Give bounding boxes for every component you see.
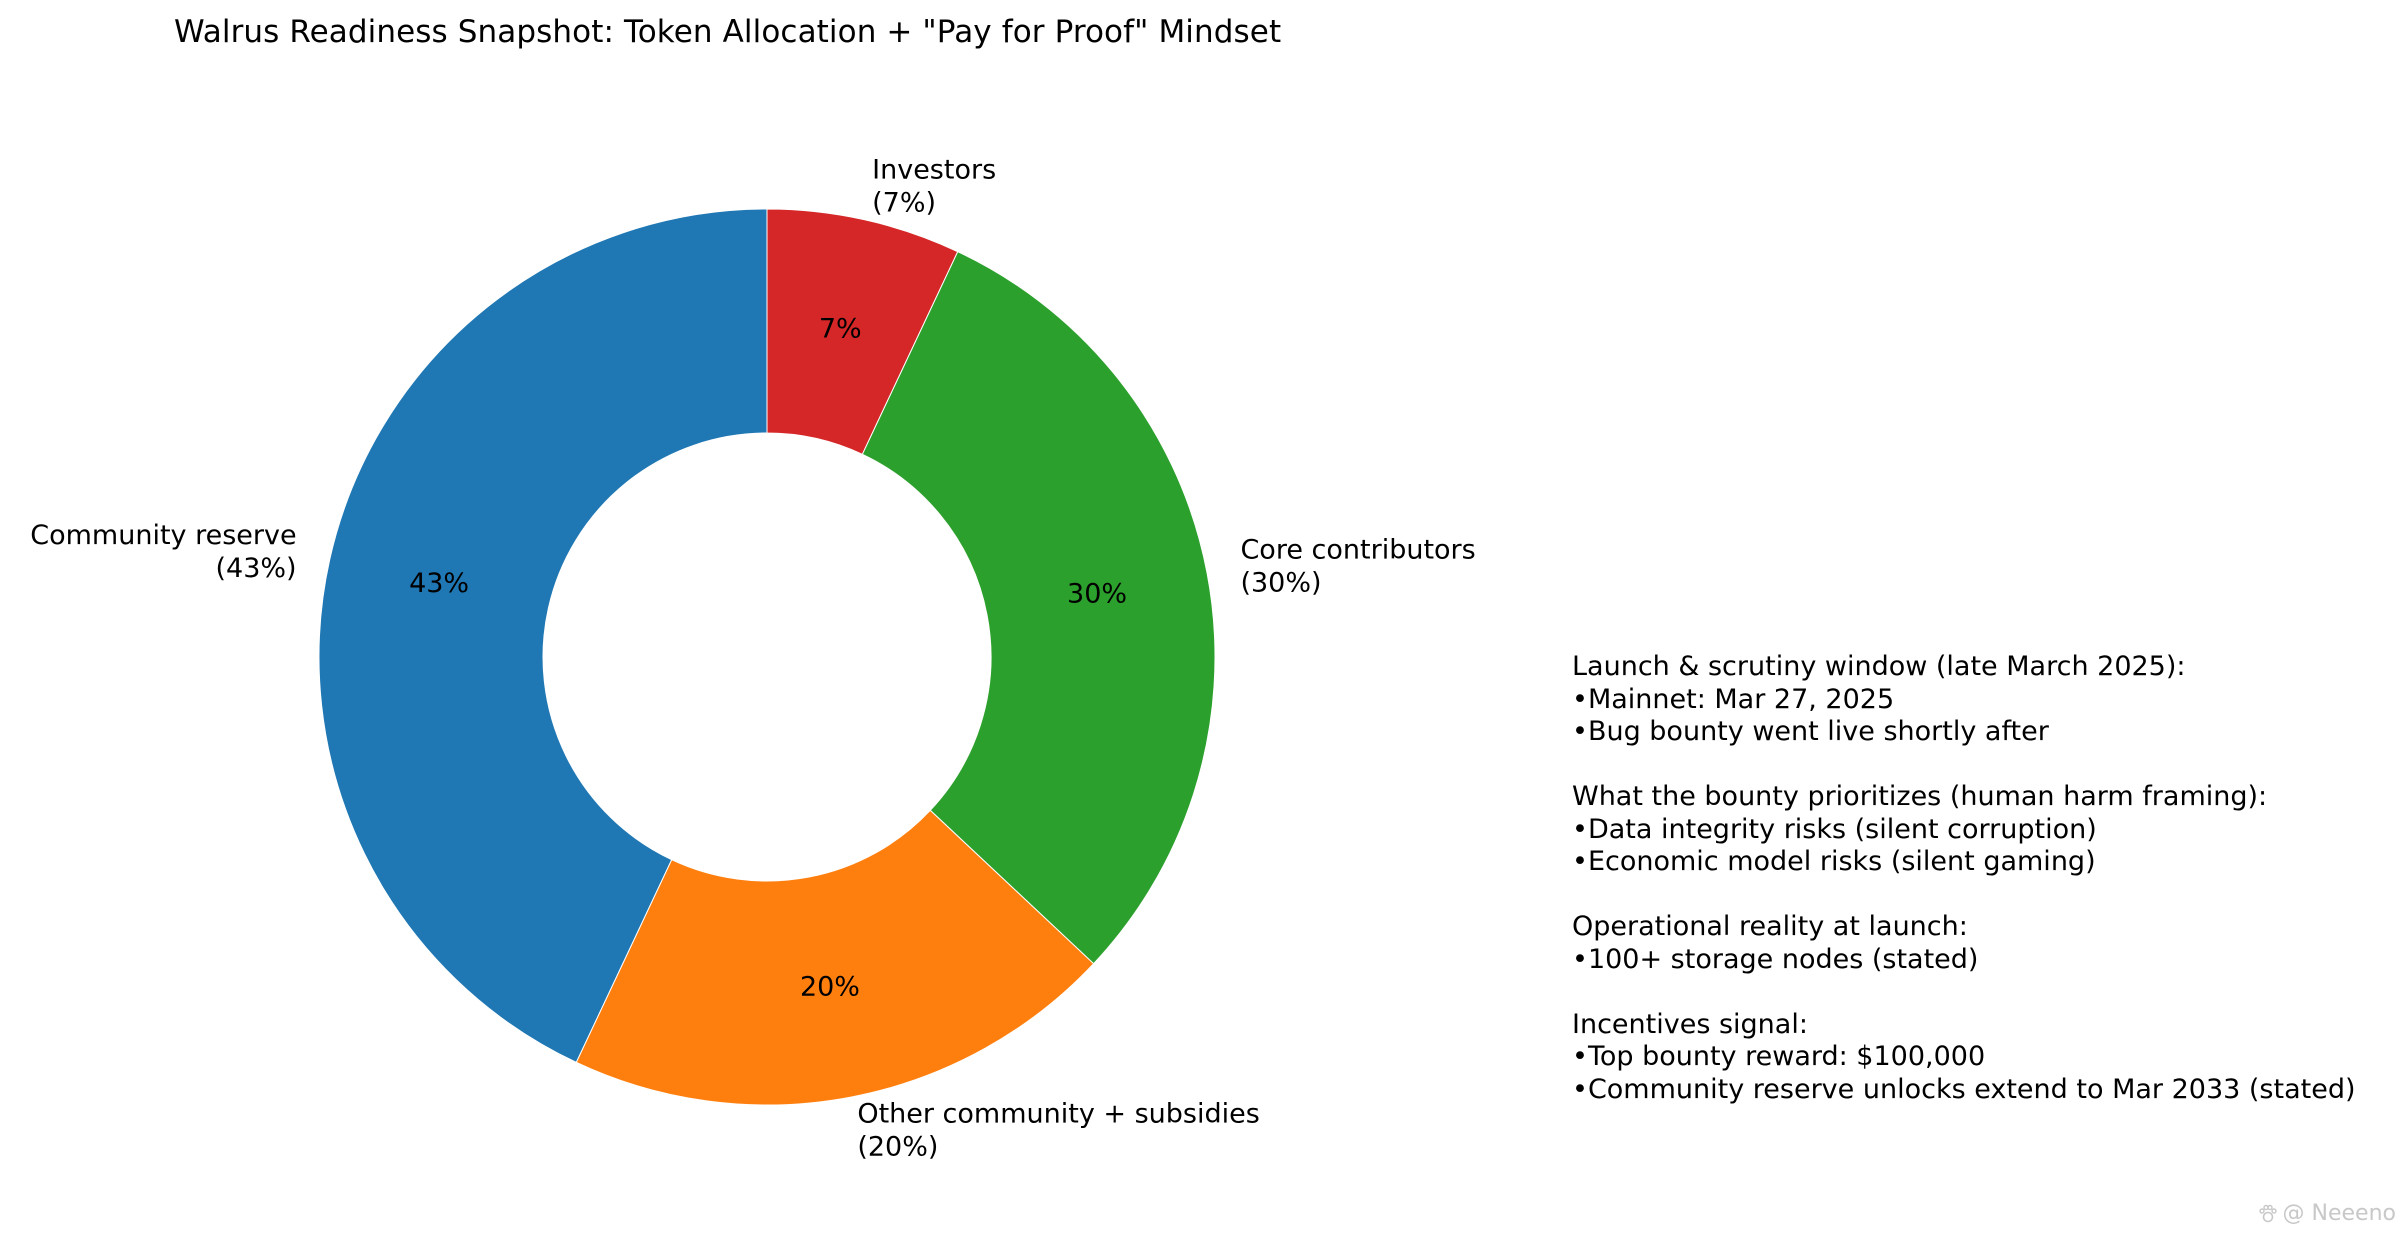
notes-panel: Launch & scrutiny window (late March 202… bbox=[1572, 651, 2356, 1139]
slice-label-pct: (43%) bbox=[216, 553, 297, 584]
note-bullet: Mainnet: Mar 27, 2025 bbox=[1572, 684, 2356, 717]
paw-icon bbox=[2258, 1204, 2277, 1222]
slice-label-name: Core contributors bbox=[1240, 535, 1475, 566]
pct-label: 20% bbox=[800, 972, 860, 1003]
pct-label: 7% bbox=[819, 314, 862, 345]
note-bullet: Community reserve unlocks extend to Mar … bbox=[1572, 1074, 2356, 1107]
note-bullet: Data integrity risks (silent corruption) bbox=[1572, 814, 2356, 847]
slice-label: Other community + subsidies (20%) bbox=[857, 1098, 1260, 1162]
watermark-text: @ Neeeno bbox=[2282, 1201, 2396, 1226]
slice-label-pct: (30%) bbox=[1240, 568, 1321, 599]
note-group-bounty-priorities: What the bounty prioritizes (human harm … bbox=[1572, 781, 2356, 879]
note-heading: What the bounty prioritizes (human harm … bbox=[1572, 781, 2268, 812]
labels-layer: 7% Investors (7%) 30% Core contributors (30%)… bbox=[30, 155, 1475, 1163]
slices-layer bbox=[318, 208, 1216, 1106]
note-group-incentives: Incentives signal: Top bounty reward: $1… bbox=[1572, 1009, 2356, 1107]
note-bullet: Top bounty reward: $100,000 bbox=[1572, 1041, 2356, 1074]
note-heading: Operational reality at launch: bbox=[1572, 911, 1968, 942]
slice-label: Community reserve (43%) bbox=[30, 520, 296, 584]
slice-label: Core contributors (30%) bbox=[1240, 535, 1475, 599]
slice-label-name: Investors bbox=[872, 155, 996, 186]
note-bullet: Bug bounty went live shortly after bbox=[1572, 716, 2356, 749]
note-bullet: 100+ storage nodes (stated) bbox=[1572, 944, 2356, 977]
note-heading: Launch & scrutiny window (late March 202… bbox=[1572, 651, 2186, 682]
slice-community-reserve bbox=[318, 208, 768, 1064]
slice-label: Investors (7%) bbox=[872, 155, 996, 219]
slice-core-contributors bbox=[861, 250, 1216, 965]
watermark: @ Neeeno bbox=[2257, 1201, 2396, 1226]
pct-label: 43% bbox=[409, 568, 469, 599]
slice-label-name: Community reserve bbox=[30, 520, 296, 551]
chart-title: Walrus Readiness Snapshot: Token Allocat… bbox=[174, 14, 1282, 50]
note-bullet: Economic model risks (silent gaming) bbox=[1572, 846, 2356, 879]
note-group-operational: Operational reality at launch: 100+ stor… bbox=[1572, 911, 2356, 976]
pct-label: 30% bbox=[1067, 579, 1127, 610]
slice-label-name: Other community + subsidies bbox=[857, 1098, 1260, 1129]
note-group-launch: Launch & scrutiny window (late March 202… bbox=[1572, 651, 2356, 749]
slice-other-community-subsidies bbox=[575, 809, 1095, 1106]
note-heading: Incentives signal: bbox=[1572, 1008, 1808, 1040]
slice-label-pct: (7%) bbox=[872, 188, 936, 219]
slice-label-pct: (20%) bbox=[857, 1131, 938, 1162]
